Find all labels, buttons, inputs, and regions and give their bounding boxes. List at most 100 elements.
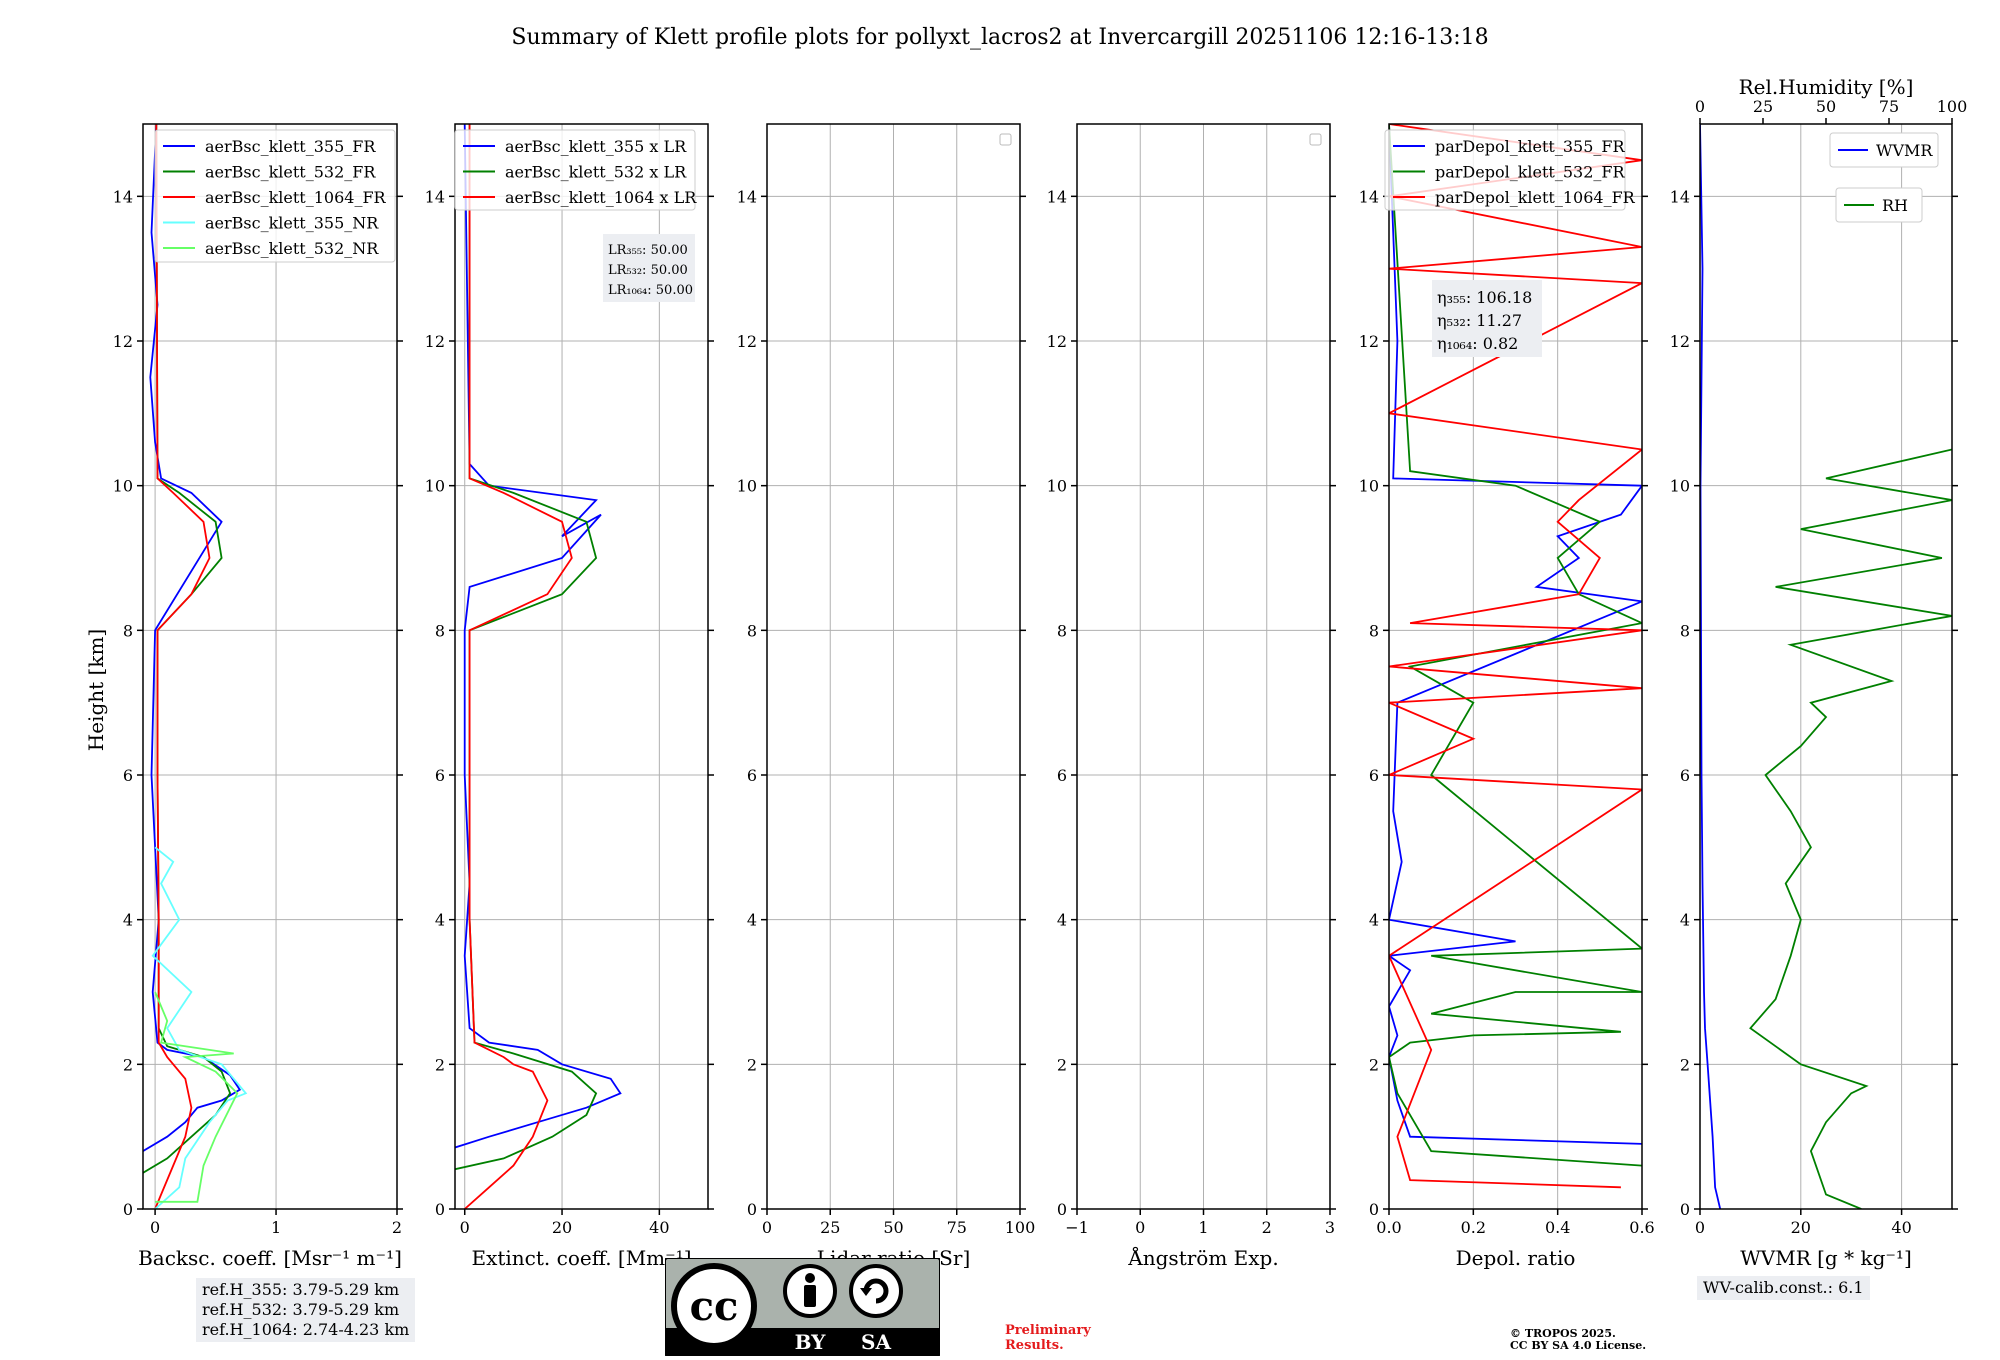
sa-label: SA <box>861 1330 891 1354</box>
dep-ytick-label: 8 <box>1369 621 1379 640</box>
ext-axes-frame <box>454 123 709 1210</box>
ext-legend-box <box>454 129 696 211</box>
wv-xtick-label: 0 <box>1695 1218 1705 1237</box>
ext-ytick-label: 10 <box>425 477 445 496</box>
subplot-wv: 0 20 40 0 2 4 6 8 10 12 14 WVMR [g * kg⁻¹] 0 25 50 75 10… <box>1670 75 1968 1270</box>
lr-ytick-label: 6 <box>747 766 757 785</box>
wv-legend-box <box>1835 187 1923 223</box>
dep-xtick-label: 0.2 <box>1461 1218 1486 1237</box>
wv-legend-label: WVMR <box>1876 141 1933 160</box>
ext-ytick-label: 6 <box>435 766 445 785</box>
dep-x-axis-label: Depol. ratio <box>1456 1246 1576 1270</box>
bsc-series-aerBsc_klett_1064_FR <box>154 124 211 1209</box>
ang-xtick-label: −1 <box>1065 1218 1089 1237</box>
preliminary-results-note: Preliminary Results. <box>1005 1323 1091 1353</box>
subplot-panels: 0 1 2 0 2 4 6 8 10 12 14 Backsc. coeff. [Msr⁻¹ m⁻¹]… <box>113 75 1968 1270</box>
bsc-series-aerBsc_klett_355_FR <box>143 124 242 1152</box>
y-axis-label: Height [km] <box>84 629 108 751</box>
lr-ytick-label: 4 <box>747 911 757 930</box>
dep-info-line: η₅₃₂: 11.27 <box>1437 311 1522 330</box>
copyright-note: © TROPOS 2025. CC BY SA 4.0 License. <box>1510 1328 1646 1352</box>
ang-xtick-label: 3 <box>1325 1218 1335 1237</box>
wv-top-tick-label: 25 <box>1753 97 1773 116</box>
ang-ytick-label: 0 <box>1057 1200 1067 1219</box>
ref-height-532: ref.H_532: 3.79-5.29 km <box>202 1300 400 1319</box>
bsc-ytick-label: 2 <box>123 1055 133 1074</box>
ang-xtick-label: 0 <box>1135 1218 1145 1237</box>
wv-axes-frame <box>1699 123 1953 1210</box>
bsc-ytick-label: 10 <box>113 477 133 496</box>
bsc-ytick-label: 4 <box>123 911 133 930</box>
ext-ytick-label: 12 <box>425 332 445 351</box>
ang-ytick-label: 12 <box>1047 332 1067 351</box>
ext-legend-label: aerBsc_klett_1064 x LR <box>505 188 697 207</box>
dep-info-line: η₁₀₆₄: 0.82 <box>1437 334 1518 353</box>
ang-ytick-label: 6 <box>1057 766 1067 785</box>
cc-logo-icon <box>671 1263 757 1349</box>
ref-height-355: ref.H_355: 3.79-5.29 km <box>202 1280 400 1299</box>
bsc-ytick-label: 8 <box>123 621 133 640</box>
bsc-xtick-label: 0 <box>150 1218 160 1237</box>
subplot-lr: 025507510002468101214Lidar ratio [Sr] <box>737 123 1036 1270</box>
bsc-ytick-label: 6 <box>123 766 133 785</box>
ext-info-line: LR₃₅₅: 50.00 <box>608 243 688 258</box>
dep-ytick-label: 10 <box>1359 477 1379 496</box>
ext-ytick-label: 2 <box>435 1055 445 1074</box>
lr-xtick-label: 50 <box>883 1218 903 1237</box>
bsc-x-axis-label: Backsc. coeff. [Msr⁻¹ m⁻¹] <box>138 1246 402 1270</box>
bsc-legend-label: aerBsc_klett_355_FR <box>205 137 376 156</box>
bsc-legend-label: aerBsc_klett_355_NR <box>205 214 379 233</box>
wv-ytick-label: 14 <box>1670 187 1690 206</box>
by-label: BY <box>795 1330 827 1354</box>
lr-xtick-label: 0 <box>762 1218 772 1237</box>
ang-ytick-label: 4 <box>1057 911 1067 930</box>
dep-axes-frame <box>1388 123 1643 1210</box>
wv-xtick-label: 40 <box>1891 1218 1911 1237</box>
dep-ytick-label: 2 <box>1369 1055 1379 1074</box>
lr-ytick-label: 12 <box>737 332 757 351</box>
bsc-legend-label: aerBsc_klett_1064_FR <box>205 188 387 207</box>
subplot-dep: 0.0 0.2 0.4 0.6 0 2 4 6 8 10 12 14 Depol. ratio parDe… <box>1359 123 1655 1270</box>
lr-ytick-label: 10 <box>737 477 757 496</box>
wv-ytick-label: 0 <box>1680 1200 1690 1219</box>
dep-series-parDepol_klett_1064_FR <box>1389 124 1642 1189</box>
ang-ytick-label: 8 <box>1057 621 1067 640</box>
wv-legend-label: RH <box>1882 196 1908 215</box>
lr-xtick-label: 25 <box>820 1218 840 1237</box>
lr-xtick-label: 100 <box>1005 1218 1036 1237</box>
bsc-series-aerBsc_klett_532_NR <box>154 991 239 1203</box>
ext-legend-label: aerBsc_klett_355 x LR <box>505 137 687 156</box>
copyright-line-2: CC BY SA 4.0 License. <box>1510 1339 1647 1352</box>
ext-series-aerBsc_klett_355 x LR <box>455 124 622 1149</box>
wv-ytick-label: 6 <box>1680 766 1690 785</box>
bsc-ytick-label: 12 <box>113 332 133 351</box>
bsc-ytick-label: 0 <box>123 1200 133 1219</box>
wv-ytick-label: 12 <box>1670 332 1690 351</box>
ext-ytick-label: 8 <box>435 621 445 640</box>
wv-xtick-label: 20 <box>1791 1218 1811 1237</box>
wv-ytick-label: 2 <box>1680 1055 1690 1074</box>
reference-height-box: ref.H_355: 3.79-5.29 km ref.H_532: 3.79-… <box>196 1278 416 1342</box>
ext-ytick-label: 4 <box>435 911 445 930</box>
copyright-line-1: © TROPOS 2025. <box>1510 1327 1616 1340</box>
lr-empty-legend-box <box>999 133 1012 146</box>
lr-axes-frame <box>766 123 1021 1210</box>
bsc-xtick-label: 2 <box>392 1218 402 1237</box>
ext-info-line: LR₅₃₂: 50.00 <box>608 263 688 278</box>
ang-empty-legend-box <box>1309 133 1322 146</box>
preliminary-line-2: Results. <box>1005 1338 1064 1353</box>
wv-x-axis-label: WVMR [g * kg⁻¹] <box>1740 1246 1912 1270</box>
dep-series-parDepol_klett_355_FR <box>1389 124 1642 1145</box>
lr-ytick-label: 2 <box>747 1055 757 1074</box>
ext-xtick-label: 20 <box>552 1218 572 1237</box>
ang-ytick-label: 14 <box>1047 187 1067 206</box>
bsc-legend-box <box>154 129 396 263</box>
wv-series-WVMR <box>1700 124 1722 1209</box>
wv-top-tick-label: 50 <box>1816 97 1836 116</box>
dep-ytick-label: 6 <box>1369 766 1379 785</box>
wv-legend-box <box>1829 132 1939 168</box>
wv-calibration-box: WV-calib.const.: 6.1 <box>1697 1276 1870 1300</box>
wv-ytick-label: 4 <box>1680 911 1690 930</box>
